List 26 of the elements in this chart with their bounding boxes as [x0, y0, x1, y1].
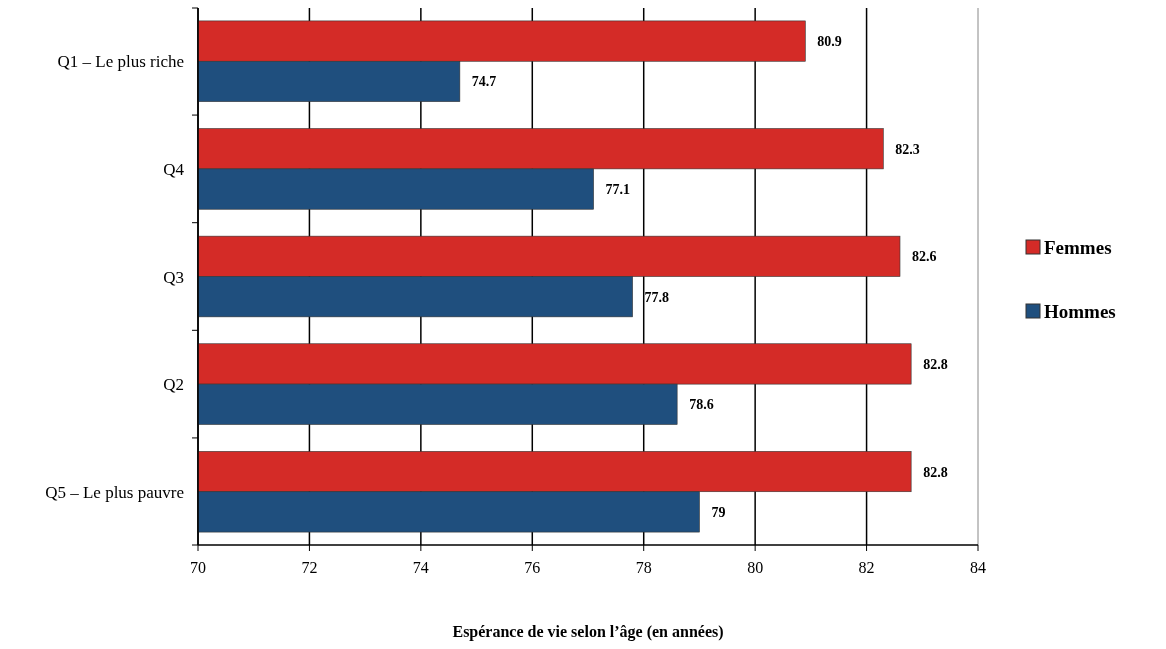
data-label: 79 — [711, 504, 726, 520]
x-tick-label: 82 — [858, 559, 875, 576]
x-tick-label: 84 — [970, 559, 986, 576]
data-label: 77.8 — [644, 289, 670, 305]
x-tick-label: 76 — [524, 559, 541, 576]
data-label: 78.6 — [689, 397, 714, 413]
x-axis-title: Espérance de vie selon l’âge (en années) — [452, 623, 724, 641]
legend-label: Femmes — [1044, 237, 1112, 258]
data-label: 82.8 — [923, 356, 948, 372]
data-label: 74.7 — [471, 74, 497, 90]
y-tick-label: Q3 — [163, 267, 184, 287]
data-label: 82.8 — [923, 464, 948, 480]
legend-label: Hommes — [1044, 301, 1116, 322]
y-tick-label: Q1 – Le plus riche — [57, 52, 184, 72]
y-tick-label: Q4 — [163, 159, 185, 179]
data-label: 82.6 — [912, 249, 937, 265]
x-tick-label: 78 — [635, 559, 652, 576]
x-tick-label: 70 — [190, 559, 206, 576]
x-tick-label: 72 — [301, 559, 318, 576]
y-tick-label: Q5 – Le plus pauvre — [45, 482, 184, 502]
y-tick-label: Q2 — [163, 375, 184, 395]
data-label: 77.1 — [605, 182, 631, 198]
data-label: 80.9 — [817, 34, 842, 50]
x-tick-label: 80 — [747, 559, 764, 576]
x-tick-label: 74 — [412, 559, 429, 576]
data-label: 82.3 — [895, 141, 920, 157]
